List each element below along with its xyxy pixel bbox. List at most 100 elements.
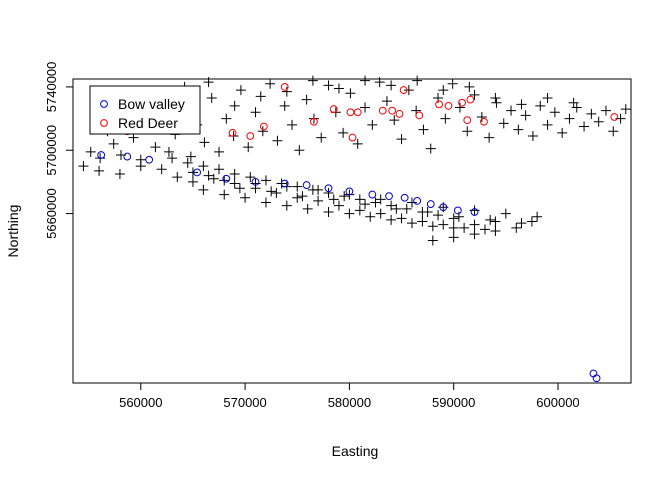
plot-border <box>72 78 632 384</box>
y-axis-label: Northing <box>5 205 21 258</box>
data-point-plus <box>448 222 459 233</box>
data-point-red-deer <box>610 113 619 121</box>
data-point-plus <box>272 135 283 146</box>
data-point-plus <box>513 124 524 135</box>
data-point-bow-valley <box>251 178 260 186</box>
data-point-red-deer <box>466 95 475 104</box>
data-point-plus <box>333 83 344 94</box>
data-point-plus <box>490 93 501 103</box>
data-point-red-deer <box>259 122 268 131</box>
data-point-plus <box>208 173 219 184</box>
data-point-plus <box>417 207 428 217</box>
data-point-plus <box>412 75 423 86</box>
data-point-plus <box>469 219 480 230</box>
data-point-plus <box>360 102 371 113</box>
data-point-plus <box>608 126 619 137</box>
data-point-plus <box>520 110 531 121</box>
data-point-red-deer <box>246 132 255 140</box>
data-point-plus <box>381 96 392 107</box>
data-point-bow-valley <box>123 152 132 161</box>
data-point-bow-valley <box>280 179 289 188</box>
data-point-plus <box>281 86 292 97</box>
data-point-plus <box>292 192 303 203</box>
data-point-bow-valley <box>589 369 598 378</box>
data-point-plus <box>271 188 282 198</box>
data-point-bow-valley <box>324 184 333 193</box>
data-point-plus <box>316 132 327 143</box>
data-point-plus <box>150 142 161 153</box>
data-point-plus <box>490 226 501 236</box>
data-point-plus <box>78 161 89 172</box>
data-point-plus <box>344 208 355 219</box>
data-point-plus <box>287 119 298 130</box>
data-point-plus <box>85 146 96 157</box>
data-point-plus <box>198 184 209 195</box>
legend-red-deer-swatch <box>100 119 108 127</box>
data-point-plus <box>490 216 501 227</box>
data-point-plus <box>511 222 522 233</box>
data-point-bow-valley <box>302 181 311 189</box>
data-point-bow-valley <box>368 190 377 199</box>
plot-marks <box>78 75 631 383</box>
legend-bow-valley-label: Bow valley <box>118 96 185 112</box>
data-point-red-deer <box>378 106 387 115</box>
data-point-red-deer <box>388 106 397 115</box>
data-point-plus <box>549 107 560 118</box>
data-point-plus <box>354 205 365 216</box>
data-point-plus <box>345 88 356 99</box>
data-point-bow-valley <box>193 168 202 177</box>
y-axis: 5660000 5700000 5740000 <box>44 62 74 239</box>
data-point-plus <box>535 100 546 111</box>
data-point-red-deer <box>435 100 443 109</box>
data-point-plus <box>462 126 473 137</box>
data-point-plus <box>333 200 344 211</box>
data-point-red-deer <box>463 116 472 125</box>
data-point-plus <box>438 219 449 230</box>
data-point-plus <box>427 235 438 246</box>
x-axis-label: Easting <box>332 443 379 459</box>
data-point-plus <box>600 105 611 116</box>
data-point-plus <box>323 207 334 217</box>
data-point-plus <box>370 197 381 208</box>
data-point-plus <box>386 214 397 225</box>
data-point-plus <box>360 75 371 86</box>
y-tick-label: 5740000 <box>44 62 59 113</box>
data-point-red-deer <box>228 128 237 137</box>
legend-red-deer-label: Red Deer <box>118 115 178 131</box>
data-point-plus <box>440 113 451 124</box>
data-point-plus <box>396 134 407 145</box>
data-point-plus <box>438 85 449 96</box>
data-point-red-deer <box>329 105 338 113</box>
data-point-plus <box>339 191 350 202</box>
data-point-red-deer <box>353 108 362 117</box>
data-point-plus <box>260 175 271 186</box>
data-point-plus <box>568 97 579 108</box>
data-point-plus <box>294 145 305 156</box>
data-point-plus <box>526 216 537 227</box>
data-point-plus <box>214 164 225 175</box>
data-point-bow-valley <box>400 193 409 202</box>
data-point-plus <box>229 178 240 189</box>
data-point-plus <box>257 126 268 137</box>
data-point-plus <box>352 138 363 149</box>
data-point-plus <box>403 85 414 96</box>
y-tick-label: 5660000 <box>44 188 59 239</box>
data-point-plus <box>187 176 198 187</box>
data-point-bow-valley <box>592 374 601 383</box>
data-point-plus <box>500 208 511 219</box>
data-point-plus <box>245 172 256 183</box>
data-point-red-deer <box>399 86 408 94</box>
data-point-plus <box>360 199 371 210</box>
data-point-plus <box>579 121 590 132</box>
data-point-red-deer <box>310 117 318 126</box>
data-point-plus <box>425 143 436 154</box>
data-point-plus <box>396 213 407 224</box>
data-point-plus <box>479 224 490 235</box>
data-point-plus <box>448 232 459 243</box>
data-point-plus <box>386 200 397 211</box>
data-point-plus <box>391 203 402 214</box>
data-point-plus <box>323 188 334 198</box>
data-point-plus <box>516 99 527 110</box>
data-point-plus <box>229 169 240 179</box>
data-point-plus <box>266 186 277 197</box>
